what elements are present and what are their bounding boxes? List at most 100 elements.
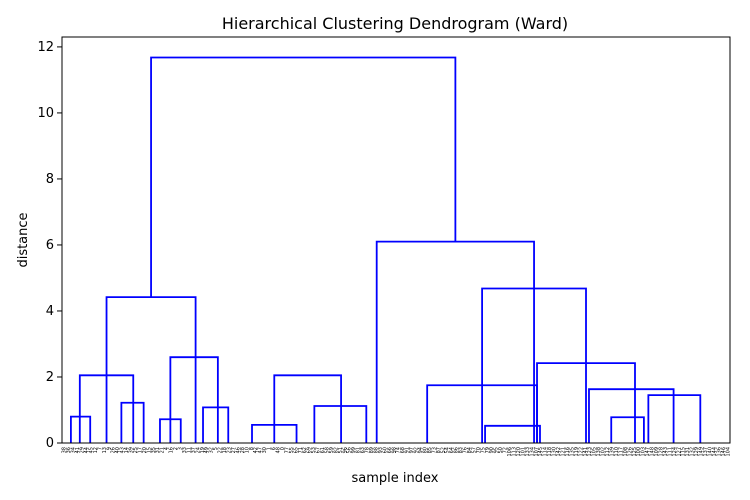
leaf-label: 131 bbox=[685, 447, 691, 457]
leaf-label: 136 bbox=[716, 447, 722, 457]
plot-frame bbox=[61, 36, 731, 444]
leaf-label: 90 bbox=[489, 447, 495, 453]
y-axis-label: distance bbox=[16, 212, 31, 267]
leaf-label: 85 bbox=[427, 447, 433, 453]
leaf-label: 47 bbox=[258, 447, 264, 453]
leaf-label: 105 bbox=[592, 447, 598, 457]
leaf-label: 148 bbox=[650, 447, 656, 457]
leaf-label: 5 bbox=[213, 447, 219, 450]
leaf-label: 144 bbox=[712, 447, 718, 457]
leaf-label: 138 bbox=[596, 447, 602, 457]
leaf-label: 107 bbox=[534, 447, 540, 457]
dendrogram-merge-link bbox=[105, 296, 197, 443]
leaf-label: 114 bbox=[543, 447, 549, 457]
leaf-label: 8 bbox=[249, 447, 255, 450]
leaf-label: 28 bbox=[240, 447, 246, 453]
leaf-label: 40 bbox=[115, 447, 121, 453]
leaf-label: 29 bbox=[80, 447, 86, 453]
leaf-label: 6 bbox=[271, 447, 277, 450]
leaf-label: 11 bbox=[186, 447, 192, 453]
leaf-label: 55 bbox=[289, 447, 295, 453]
leaf-label: 146 bbox=[721, 447, 727, 457]
leaf-label: 81 bbox=[356, 447, 362, 453]
leaf-label: 13 bbox=[102, 447, 108, 453]
leaf-label: 70 bbox=[476, 447, 482, 453]
leaf-label: 64 bbox=[449, 447, 455, 453]
leaf-label: 92 bbox=[414, 447, 420, 453]
leaf-label: 78 bbox=[365, 447, 371, 453]
leaf-label: 119 bbox=[574, 447, 580, 457]
leaf-label: 7 bbox=[97, 447, 103, 450]
leaf-label: 49 bbox=[204, 447, 210, 453]
leaf-label: 97 bbox=[409, 447, 415, 453]
leaf-label: 15 bbox=[146, 447, 152, 453]
leaf-label: 112 bbox=[605, 447, 611, 457]
leaf-label: 44 bbox=[84, 447, 90, 453]
leaf-label: 72 bbox=[503, 447, 509, 453]
leaf-label: 23 bbox=[227, 447, 233, 453]
y-tick-label: 10 bbox=[37, 106, 54, 121]
leaf-label: 75 bbox=[480, 447, 486, 453]
leaf-label: 22 bbox=[218, 447, 224, 453]
leaf-label: 52 bbox=[440, 447, 446, 453]
dendrogram-merge-link bbox=[120, 401, 145, 443]
leaf-label: 117 bbox=[618, 447, 624, 457]
leaf-label: 140 bbox=[707, 447, 713, 457]
leaf-label: 139 bbox=[609, 447, 615, 457]
leaf-label: 38 bbox=[62, 447, 68, 453]
y-tick-label: 4 bbox=[46, 304, 54, 319]
leaf-label: 103 bbox=[641, 447, 647, 457]
leaf-label: 116 bbox=[565, 447, 571, 457]
leaf-label: 128 bbox=[658, 447, 664, 457]
leaf-label: 57 bbox=[471, 447, 477, 453]
leaf-label: 118 bbox=[547, 447, 553, 457]
leaf-label: 26 bbox=[111, 447, 117, 453]
leaf-label: 86 bbox=[454, 447, 460, 453]
dendrogram-root-link bbox=[150, 56, 457, 298]
leaf-label: 106 bbox=[507, 447, 513, 457]
leaf-label: 145 bbox=[538, 447, 544, 457]
dendrogram-merge-link bbox=[251, 423, 298, 443]
dendrogram-merge-link bbox=[78, 374, 135, 443]
leaf-label: 36 bbox=[66, 447, 72, 453]
dendrogram-merge-link bbox=[313, 405, 368, 443]
leaf-label: 77 bbox=[284, 447, 290, 453]
dendrogram-merge-link bbox=[588, 388, 675, 443]
leaf-label: 79 bbox=[485, 447, 491, 453]
leaf-label: 41 bbox=[75, 447, 81, 453]
leaf-label: 91 bbox=[405, 447, 411, 453]
leaf-label: 54 bbox=[445, 447, 451, 453]
leaf-label: 69 bbox=[307, 447, 313, 453]
dendrogram-merge-link bbox=[536, 362, 636, 443]
leaf-label: 66 bbox=[387, 447, 393, 453]
leaf-label: 120 bbox=[516, 447, 522, 457]
dendrogram-merge-link bbox=[70, 415, 92, 443]
leaf-label: 110 bbox=[614, 447, 620, 457]
leaf-label: 129 bbox=[694, 447, 700, 457]
leaf-label: 1 bbox=[267, 447, 273, 450]
leaf-label: 20 bbox=[142, 447, 148, 453]
y-tick-label: 6 bbox=[46, 238, 54, 253]
dendrogram-merge-link bbox=[169, 356, 219, 443]
leaf-label: 65 bbox=[293, 447, 299, 453]
dendrogram-merge-link bbox=[202, 406, 230, 443]
leaf-label: 104 bbox=[725, 447, 731, 457]
chart-title: Hierarchical Clustering Dendrogram (Ward… bbox=[222, 14, 568, 33]
leaf-label: 27 bbox=[231, 447, 237, 453]
leaf-label: 108 bbox=[623, 447, 629, 457]
leaf-label: 58 bbox=[324, 447, 330, 453]
leaf-label: 32 bbox=[209, 447, 215, 453]
leaf-label: 143 bbox=[663, 447, 669, 457]
leaf-label: 35 bbox=[151, 447, 157, 453]
leaf-label: 45 bbox=[88, 447, 94, 453]
leaf-label: 123 bbox=[587, 447, 593, 457]
leaf-label: 61 bbox=[320, 447, 326, 453]
leaf-label: 67 bbox=[316, 447, 322, 453]
leaf-label: 4 bbox=[164, 447, 170, 450]
leaf-label: 76 bbox=[463, 447, 469, 453]
leaf-label: 48 bbox=[275, 447, 281, 453]
x-axis-label: sample index bbox=[352, 471, 439, 486]
leaf-label: 99 bbox=[351, 447, 357, 453]
leaf-label: 16 bbox=[169, 447, 175, 453]
leaf-label: 133 bbox=[525, 447, 531, 457]
